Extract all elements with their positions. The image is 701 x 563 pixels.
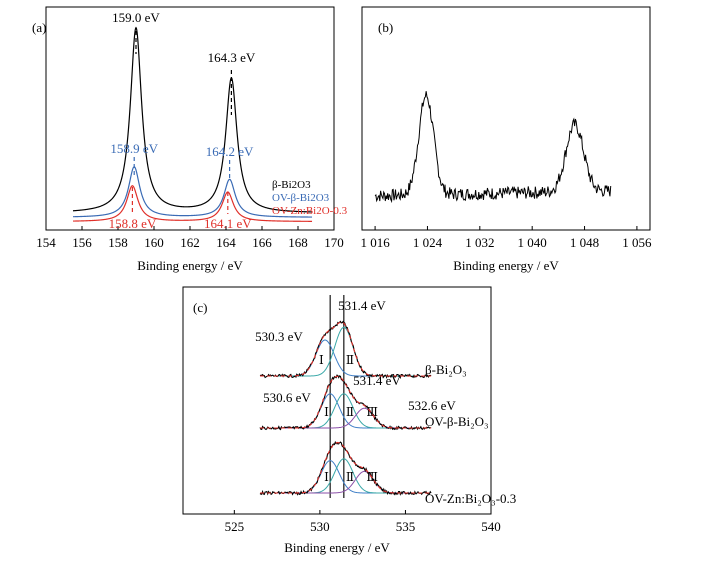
- panel-b-xlabel: Binding energy / eV: [453, 258, 559, 273]
- panel-b-tick-label: 1 016: [360, 235, 390, 250]
- panel-a-series-1: [72, 166, 313, 218]
- panel-c-label: (c): [193, 300, 207, 315]
- panel-a-peak-annotation: 159.0 eV: [112, 10, 160, 25]
- panel-a-tick-label: 158: [108, 235, 128, 250]
- panel-a-peak-annotation: 158.9 eV: [110, 141, 158, 156]
- panel-c-peak-annotation: 531.4 eV: [353, 373, 401, 388]
- panel-b-tick-label: 1 040: [518, 235, 547, 250]
- panel-c-fit-envelope: [260, 321, 432, 377]
- panel-a-series-label: β-Bi2O3: [272, 179, 311, 191]
- panel-a-tick-label: 164: [216, 235, 236, 250]
- panel-b-tick-label: 1 056: [622, 235, 652, 250]
- panel-c-component-label: Ⅱ: [346, 470, 354, 484]
- panel-a-series-label: OV-Zn:Bi2O-0.3: [272, 205, 348, 217]
- panel-a-tick-label: 156: [72, 235, 92, 250]
- panel-a-series-0: [72, 26, 313, 213]
- panel-c-peak-annotation: 531.4 eV: [338, 298, 386, 313]
- panel-a-series-2: [72, 185, 313, 222]
- panel-b-tick-label: 1 032: [465, 235, 494, 250]
- panel-a-xlabel: Binding energy / eV: [137, 258, 243, 273]
- panel-c-raw-curve: [259, 440, 432, 496]
- panel-c: (c) 525 530 535 540 Ⅰ Ⅱβ-Bi₂O₃ 530.3 eV 531.4 …: [182, 286, 516, 555]
- panel-a-tick-label: 162: [180, 235, 200, 250]
- panel-a: (a) 154 156 158 160 162 164 166 168 170 β-Bi2O3O…: [32, 6, 348, 273]
- panel-c-curve-label: OV-Zn:Bi₂O₃-0.3: [425, 491, 516, 506]
- panel-a-tick-label: 160: [144, 235, 164, 250]
- panel-c-component-label: Ⅰ: [324, 470, 329, 484]
- panel-c-component-label: Ⅲ: [366, 405, 378, 419]
- panel-c-frame: [182, 286, 492, 515]
- panel-c-tick-label: 525: [225, 519, 245, 534]
- panel-c-xlabel: Binding energy / eV: [284, 540, 390, 555]
- panel-a-tick-label: 166: [252, 235, 272, 250]
- panel-b-label: (b): [378, 20, 393, 35]
- panel-b-series: [374, 91, 612, 204]
- panel-c-fit-envelope: [260, 442, 432, 494]
- panel-c-curve-label: OV-β-Bi₂O₃: [425, 414, 489, 429]
- panel-a-tick-label: 170: [324, 235, 344, 250]
- panel-c-fit-envelope: [260, 375, 432, 429]
- panel-c-tick-label: 530: [310, 519, 330, 534]
- panel-c-component-label: Ⅱ: [346, 353, 354, 367]
- panel-a-series-label: OV-β-Bi2O3: [272, 192, 330, 204]
- panel-b-frame: [361, 6, 651, 231]
- panel-c-component-label: Ⅱ: [346, 405, 354, 419]
- panel-a-tick-label: 154: [36, 235, 56, 250]
- panel-c-tick-label: 535: [396, 519, 416, 534]
- panel-a-peak-annotation: 158.8 eV: [109, 216, 157, 231]
- panel-a-label: (a): [32, 20, 46, 35]
- panel-b: (b) 1 016 1 024 1 032 1 040 1 048 1 056 Bindi…: [360, 6, 652, 273]
- panel-b-tick-label: 1 024: [413, 235, 443, 250]
- panel-c-curve-label: β-Bi₂O₃: [425, 362, 467, 377]
- panel-c-tick-label: 540: [481, 519, 501, 534]
- panel-a-peak-annotation: 164.3 eV: [208, 50, 256, 65]
- panel-c-peak-annotation: 530.3 eV: [255, 329, 303, 344]
- panel-a-peak-annotation: 164.1 eV: [204, 216, 252, 231]
- panel-c-peak-annotation: 530.6 eV: [263, 390, 311, 405]
- panel-c-component-label: Ⅰ: [319, 353, 324, 367]
- panel-b-tick-label: 1 048: [570, 235, 599, 250]
- panel-c-component-label: Ⅰ: [324, 405, 329, 419]
- panel-a-tick-label: 168: [288, 235, 308, 250]
- panel-a-peak-annotation: 164.2 eV: [206, 144, 254, 159]
- panel-c-peak-annotation: 532.6 eV: [408, 398, 456, 413]
